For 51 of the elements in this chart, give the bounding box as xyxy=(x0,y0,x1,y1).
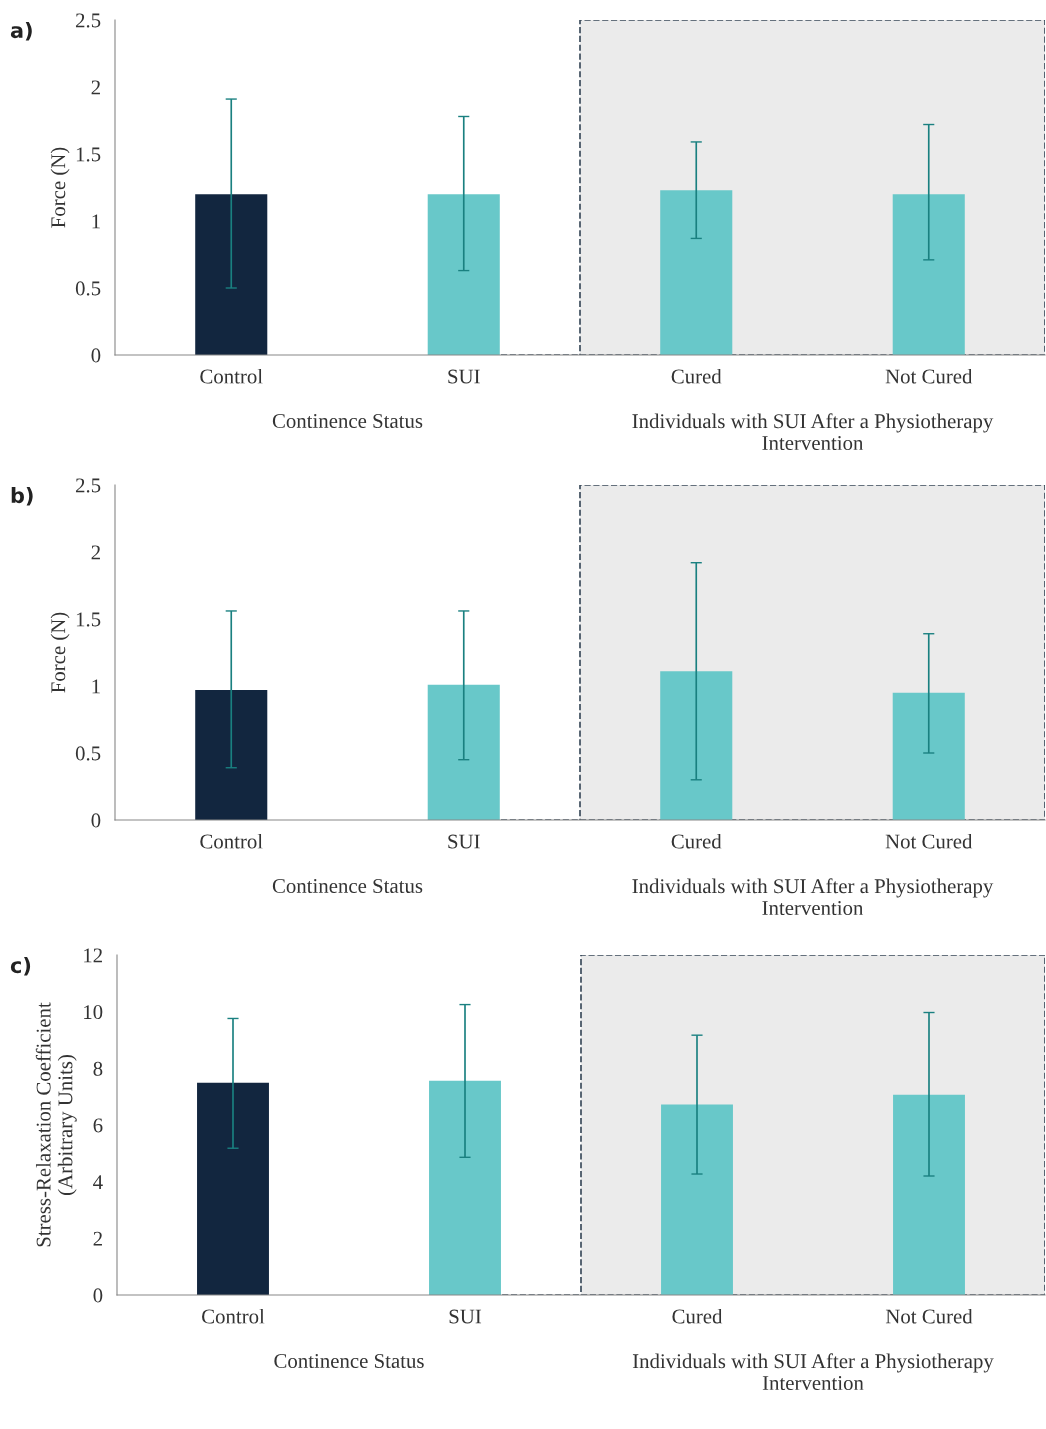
x-tick-label: SUI xyxy=(448,369,480,384)
x-tick-label: Control xyxy=(200,833,263,849)
bar xyxy=(427,684,500,820)
y-axis-title: Force (N) xyxy=(50,612,70,693)
y-tick-label: 2 xyxy=(91,80,100,95)
x-tick-label: Cured xyxy=(671,833,722,849)
bar xyxy=(892,692,965,820)
y-tick-label: 1.5 xyxy=(76,612,101,627)
y-tick-label: 2 xyxy=(91,545,100,560)
y-tick-label: 0 xyxy=(91,348,101,363)
bar xyxy=(661,1104,733,1295)
x-tick-label: SUI xyxy=(449,1309,482,1324)
x-tick-label: Cured xyxy=(671,368,722,384)
bar xyxy=(429,1080,501,1295)
y-tick-label: 8 xyxy=(93,1061,103,1076)
chart-title: a) xyxy=(10,22,32,41)
text: Continence Status xyxy=(274,1353,424,1368)
y-tick-label: 0 xyxy=(93,1288,103,1303)
text: Individuals with SUI After a Physiotherapy Intervention xyxy=(632,413,994,451)
x-tick-label: Not Cured xyxy=(885,833,973,849)
bar xyxy=(195,690,268,820)
x-tick-label: SUI xyxy=(448,834,480,849)
text: Continence Status xyxy=(272,878,423,893)
y-tick-label: 1 xyxy=(92,214,100,229)
y-tick-label: 4 xyxy=(93,1175,103,1189)
y-tick-label: 1.5 xyxy=(76,147,101,162)
bar xyxy=(893,1094,965,1295)
y-tick-label: 2.5 xyxy=(75,13,101,28)
x-tick-label: Control xyxy=(200,368,263,384)
x-tick-label: Cured xyxy=(672,1308,723,1324)
y-tick-label: 1 xyxy=(92,679,100,694)
x-tick-label: Not Cured xyxy=(885,368,973,384)
text: Individuals with SUI After a Physiotherapy Intervention xyxy=(632,878,994,916)
x-tick-label: Not Cured xyxy=(885,1308,973,1324)
y-tick-label: 2 xyxy=(93,1231,102,1246)
bar xyxy=(660,671,733,820)
y-tick-label: 2.5 xyxy=(75,478,101,493)
y-tick-label: 0.5 xyxy=(75,281,101,296)
y-tick-label: 12 xyxy=(84,948,102,963)
bar xyxy=(197,1082,269,1295)
x-tick-label: Control xyxy=(202,1308,265,1324)
y-tick-label: 10 xyxy=(84,1005,103,1020)
chart-title: b) xyxy=(11,487,33,506)
y-axis-title: Stress-Relaxation Coefficient (Arbitrary Units) xyxy=(35,1002,77,1247)
chart-title: c) xyxy=(10,957,31,976)
y-tick-label: 0.5 xyxy=(75,746,101,761)
text: Individuals with SUI After a Physiotherapy Intervention xyxy=(632,1353,994,1391)
y-axis-title: Force (N) xyxy=(50,147,70,228)
text: Continence Status xyxy=(272,413,423,428)
y-tick-label: 6 xyxy=(93,1118,103,1133)
y-tick-label: 0 xyxy=(91,813,101,828)
